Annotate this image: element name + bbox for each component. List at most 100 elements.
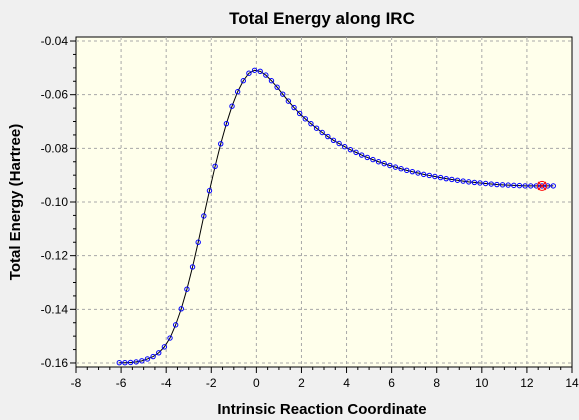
data-point <box>274 84 280 90</box>
x-tick-label: 4 <box>343 376 350 390</box>
data-point <box>178 306 184 312</box>
data-point <box>539 183 545 189</box>
data-point <box>522 183 528 189</box>
data-point <box>392 164 399 170</box>
data-point <box>218 141 224 147</box>
grid-lines <box>76 37 572 367</box>
data-point <box>201 213 207 219</box>
data-point <box>505 182 511 188</box>
data-point <box>415 170 421 176</box>
data-point <box>325 133 331 140</box>
x-tick-label: -6 <box>116 376 127 390</box>
data-point <box>443 175 449 182</box>
y-tick-label: -0.12 <box>41 249 69 263</box>
data-point <box>381 160 387 167</box>
data-point <box>189 264 196 270</box>
data-point <box>206 188 213 194</box>
data-point <box>449 176 455 183</box>
y-tick-label: -0.04 <box>41 34 69 48</box>
data-point <box>229 103 235 109</box>
data-point <box>184 286 190 292</box>
data-point <box>291 104 297 111</box>
current-point-marker <box>537 180 548 191</box>
data-point <box>285 98 292 104</box>
x-tick-label: 0 <box>253 376 260 390</box>
data-point <box>477 180 483 186</box>
data-point <box>195 239 201 245</box>
data-point <box>257 68 263 75</box>
data-point <box>116 360 122 366</box>
data-point <box>302 116 308 122</box>
data-point <box>432 173 438 180</box>
chart-title: Total Energy along IRC <box>229 9 415 28</box>
energy-curve <box>119 69 554 364</box>
axis-ticks <box>70 40 573 373</box>
x-tick-label: 14 <box>565 376 579 390</box>
data-point <box>460 178 466 184</box>
x-tick-label: -4 <box>161 376 172 390</box>
data-point <box>268 78 275 84</box>
data-point <box>387 162 393 169</box>
data-point <box>246 70 252 76</box>
data-point <box>122 360 128 366</box>
x-tick-label: 6 <box>388 376 395 390</box>
data-point <box>550 183 556 189</box>
data-point <box>167 335 173 341</box>
data-point <box>308 120 314 127</box>
data-point <box>212 163 218 170</box>
data-points <box>116 67 556 366</box>
data-point <box>364 154 370 161</box>
x-tick-label: 10 <box>475 376 489 390</box>
x-tick-label: 2 <box>298 376 305 390</box>
data-point <box>511 182 517 189</box>
data-point <box>127 359 134 366</box>
data-point <box>319 129 325 136</box>
data-point <box>330 137 337 143</box>
data-point <box>358 152 365 158</box>
y-tick-label: -0.16 <box>41 356 69 370</box>
y-tick-labels: -0.16 -0.14 -0.12 -0.10 -0.08 -0.06 -0.04 <box>41 34 69 370</box>
x-tick-label: -8 <box>71 376 82 390</box>
y-axis-label: Total Energy (Hartree) <box>7 124 24 280</box>
data-point <box>375 159 382 165</box>
data-point <box>342 144 348 150</box>
data-point <box>133 359 139 365</box>
data-point <box>370 156 376 163</box>
data-point <box>437 174 444 181</box>
data-point <box>516 182 523 189</box>
data-point <box>150 353 156 360</box>
data-point <box>336 140 342 147</box>
data-point <box>499 182 506 188</box>
x-tick-label: 12 <box>520 376 534 390</box>
data-point <box>156 350 162 356</box>
data-point <box>482 180 489 187</box>
data-point <box>240 78 246 84</box>
data-point <box>544 183 551 189</box>
data-point <box>533 183 540 189</box>
x-axis-label: Intrinsic Reaction Coordinate <box>217 401 426 418</box>
y-tick-label: -0.08 <box>41 141 69 155</box>
data-point <box>494 181 500 188</box>
data-point <box>409 168 416 175</box>
data-point <box>353 149 359 156</box>
data-point <box>404 167 410 174</box>
data-point <box>420 171 427 178</box>
data-point <box>139 358 145 364</box>
x-tick-label: 8 <box>433 376 440 390</box>
data-point <box>223 120 230 127</box>
data-point <box>347 146 354 153</box>
data-point <box>466 179 472 185</box>
current-point-cross <box>537 181 547 191</box>
data-point <box>426 172 432 179</box>
data-point <box>161 344 168 350</box>
data-point <box>528 183 534 189</box>
data-point <box>234 89 241 95</box>
data-point <box>172 322 179 328</box>
x-tick-labels: -8 -6 -4 -2 0 2 4 6 8 10 12 14 <box>71 376 579 390</box>
x-tick-label: -2 <box>206 376 217 390</box>
data-point <box>488 181 494 187</box>
data-point <box>296 110 303 117</box>
y-tick-label: -0.14 <box>41 302 69 316</box>
data-point <box>454 177 461 183</box>
data-point <box>280 91 286 97</box>
